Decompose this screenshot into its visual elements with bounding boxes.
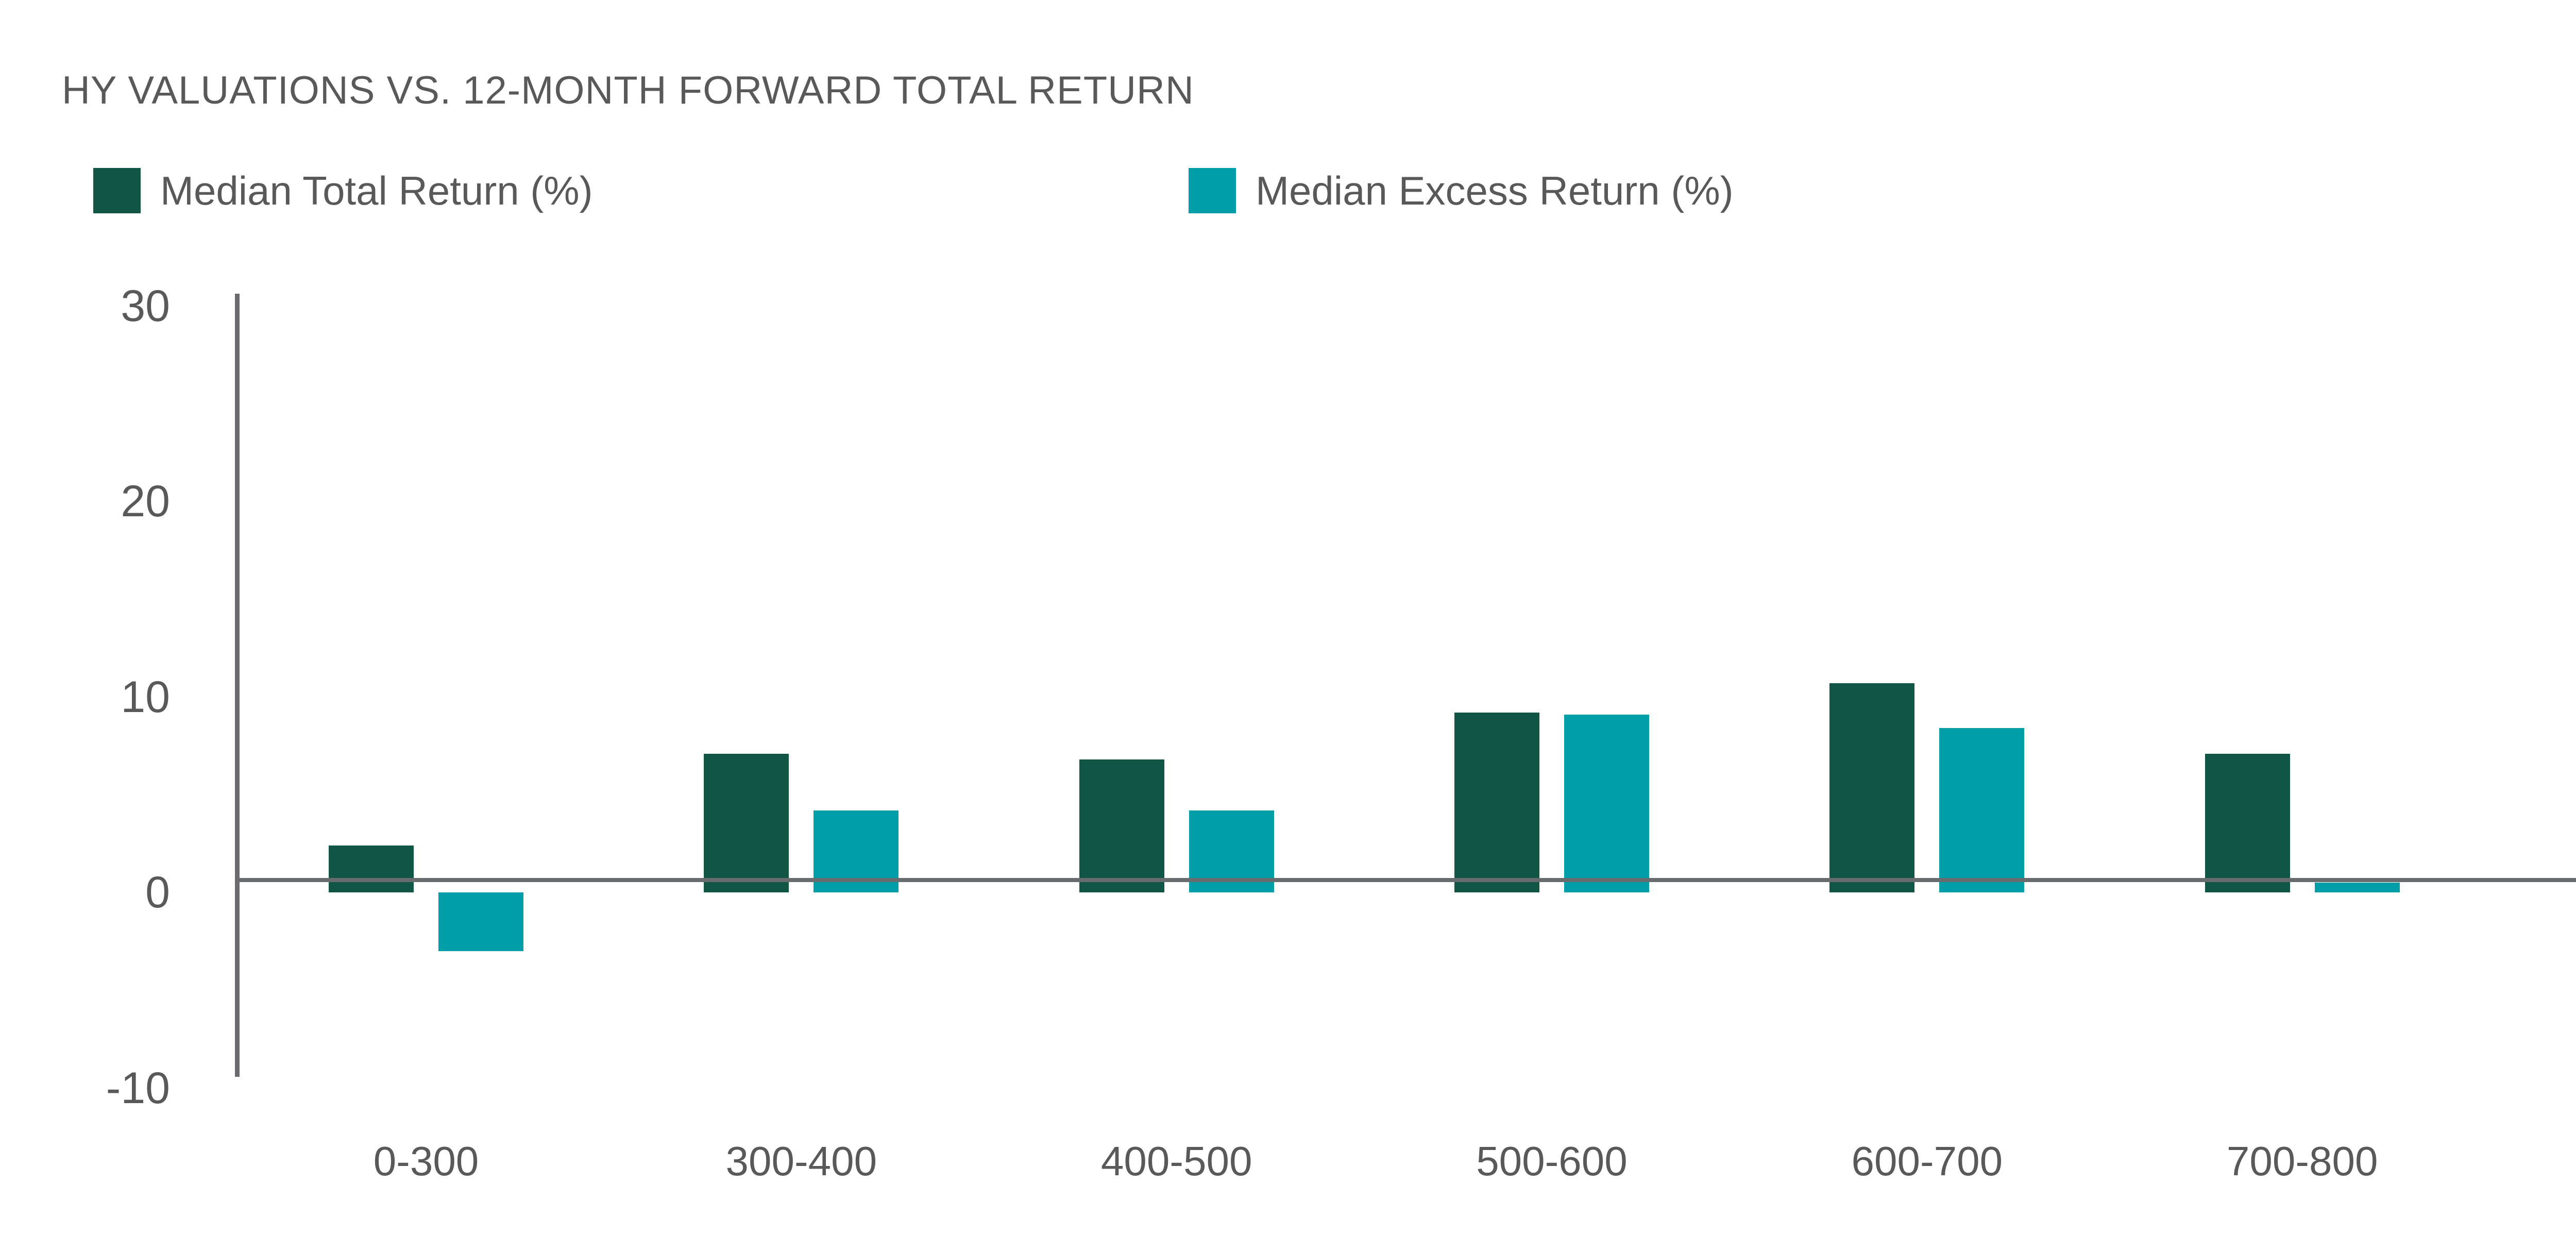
x-category-label-400-500: 400-500 bbox=[1100, 1138, 1252, 1184]
legend-swatch-median-total-return-icon bbox=[93, 168, 141, 213]
bar-total-0-300 bbox=[329, 845, 414, 892]
y-tick-label--10: -10 bbox=[106, 1063, 170, 1113]
y-tick-label-10: 10 bbox=[121, 672, 170, 722]
x-category-label-700-800: 700-800 bbox=[2226, 1138, 2378, 1184]
x-category-label-300-400: 300-400 bbox=[725, 1138, 877, 1184]
bar-excess-600-700 bbox=[1939, 728, 2025, 892]
y-tick-label-30: 30 bbox=[121, 281, 170, 331]
bar-total-600-700 bbox=[1829, 683, 1915, 892]
y-axis-line bbox=[235, 294, 240, 1077]
legend-label-median-total-return: Median Total Return (%) bbox=[160, 167, 593, 213]
bar-total-500-600 bbox=[1454, 712, 1539, 892]
bar-total-700-800 bbox=[2205, 753, 2290, 892]
x-category-label-800+: 800+ bbox=[2497, 1136, 2576, 1187]
x-category-label-500-600: 500-600 bbox=[1476, 1138, 1628, 1184]
x-category-label-600-700: 600-700 bbox=[1851, 1138, 2003, 1184]
x-axis-zero-line bbox=[235, 878, 2576, 882]
y-tick-label-0: 0 bbox=[145, 868, 170, 917]
legend-label-median-excess-return: Median Excess Return (%) bbox=[1256, 167, 1734, 213]
bar-excess-700-800 bbox=[2314, 883, 2400, 892]
bar-total-300-400 bbox=[704, 753, 789, 892]
x-category-label-0-300: 0-300 bbox=[373, 1138, 479, 1184]
chart-title: HY VALUATIONS VS. 12-MONTH FORWARD TOTAL… bbox=[62, 69, 1194, 112]
bar-excess-0-300 bbox=[438, 892, 523, 951]
bar-total-400-500 bbox=[1079, 759, 1164, 892]
bar-excess-500-600 bbox=[1564, 714, 1649, 892]
legend-item-median-excess-return: Median Excess Return (%) bbox=[1189, 168, 1734, 213]
legend-item-median-total-return: Median Total Return (%) bbox=[93, 168, 593, 213]
y-tick-label-20: 20 bbox=[121, 477, 170, 526]
legend-swatch-median-excess-return-icon bbox=[1189, 168, 1236, 213]
